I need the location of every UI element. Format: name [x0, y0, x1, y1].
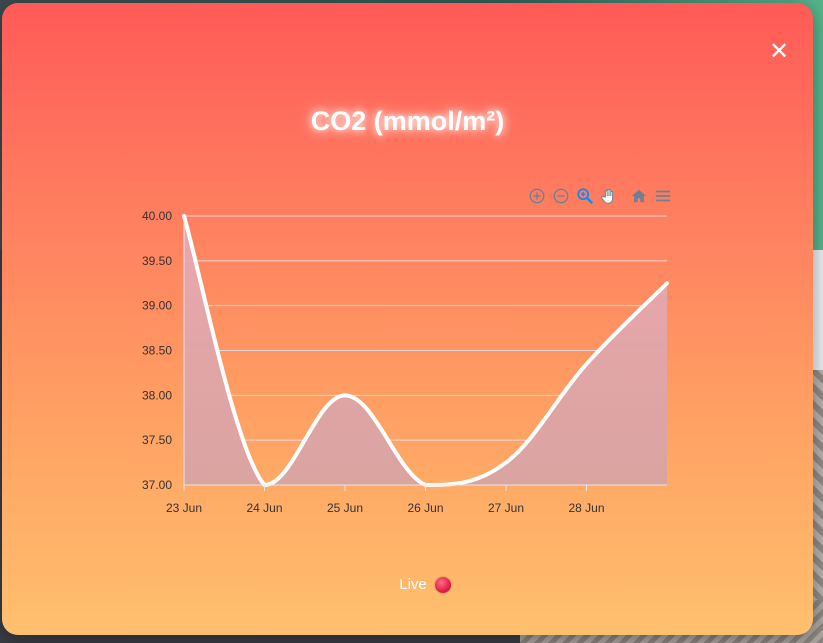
close-button[interactable]: ✕: [768, 37, 790, 65]
chart-modal: [2, 3, 813, 635]
chart-toolbar: [528, 186, 672, 206]
y-tick-label: 39.50: [142, 254, 172, 268]
x-tick-label: 24 Jun: [246, 501, 282, 515]
y-tick-label: 39.00: [142, 299, 172, 313]
menu-icon[interactable]: [654, 187, 672, 205]
data-point[interactable]: [584, 361, 590, 367]
live-status-dot: [434, 576, 451, 593]
x-tick-label: 26 Jun: [407, 501, 443, 515]
data-point[interactable]: [664, 280, 670, 286]
live-label: Live: [399, 576, 427, 593]
selection-zoom-icon[interactable]: [576, 187, 594, 205]
zoom-in-icon[interactable]: [528, 187, 546, 205]
reset-zoom-home-icon[interactable]: [630, 187, 648, 205]
chart-title: CO2 (mmol/m²): [310, 106, 505, 136]
data-point[interactable]: [342, 392, 348, 398]
y-tick-label: 37.50: [142, 433, 172, 447]
x-tick-label: 27 Jun: [488, 501, 524, 515]
co2-series-line: [182, 214, 669, 487]
background-map: [810, 370, 823, 643]
x-tick-label: 28 Jun: [568, 501, 604, 515]
y-tick-label: 38.00: [142, 388, 172, 402]
zoom-out-icon[interactable]: [552, 187, 570, 205]
x-tick-label: 25 Jun: [327, 501, 363, 515]
y-tick-label: 38.50: [142, 344, 172, 358]
y-tick-label: 40.00: [142, 209, 172, 223]
data-point[interactable]: [503, 460, 509, 466]
live-indicator: Live: [0, 576, 823, 593]
x-tick-label: 23 Jun: [166, 501, 202, 515]
pan-icon[interactable]: [600, 187, 618, 205]
y-tick-label: 37.00: [142, 478, 172, 492]
